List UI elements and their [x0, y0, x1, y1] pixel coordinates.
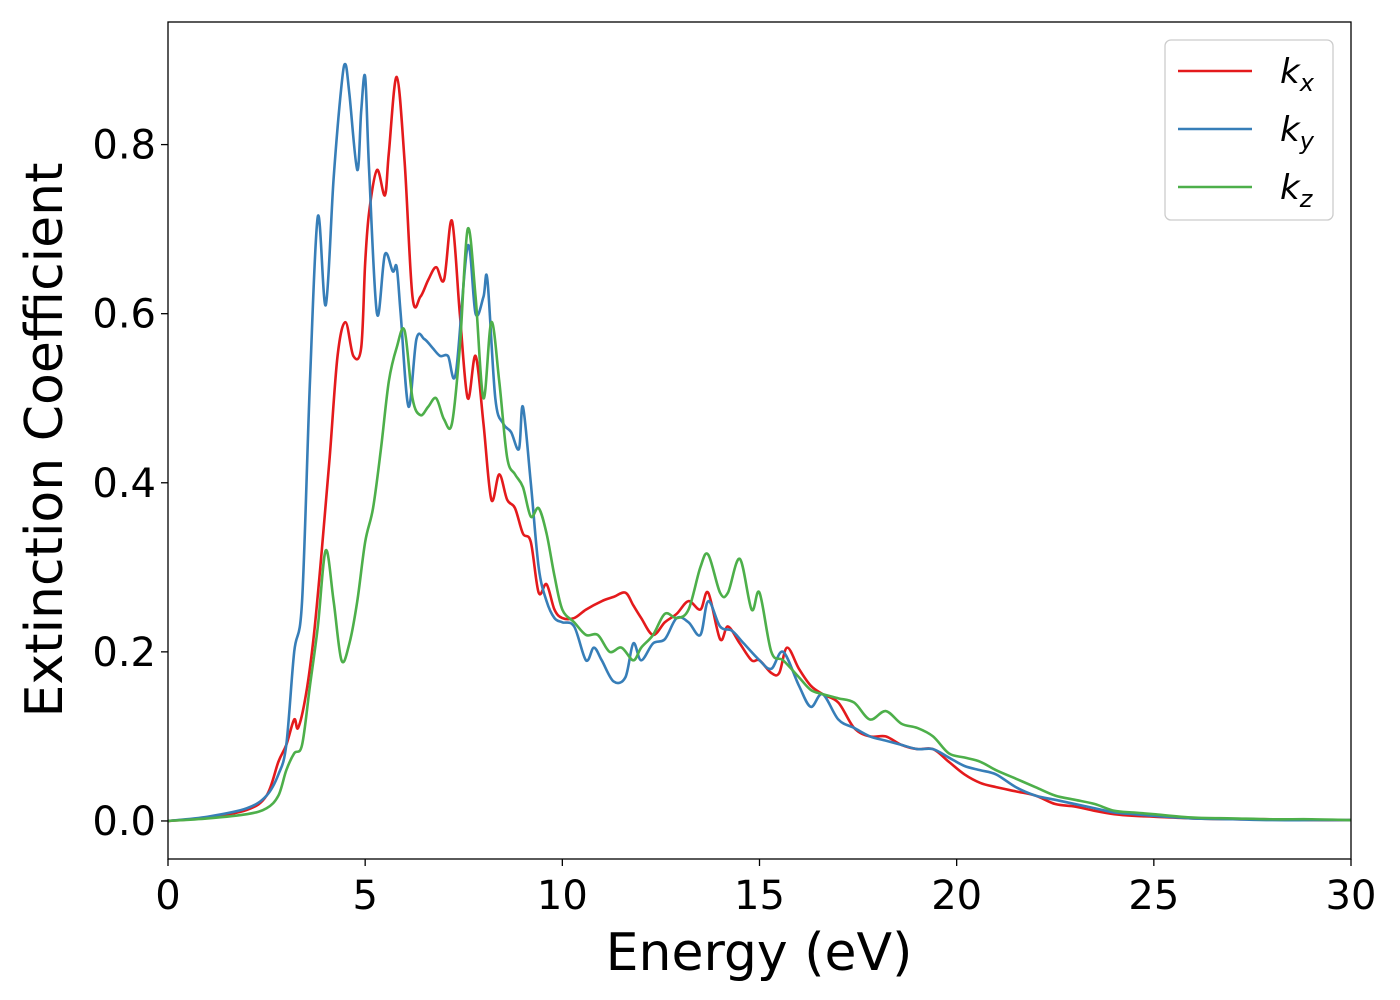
x-tick-label: 5	[352, 873, 377, 919]
series-layer	[168, 62, 1351, 823]
y-tick-label: 0.2	[92, 630, 156, 676]
x-tick-label: 20	[931, 873, 982, 919]
x-tick-label: 25	[1128, 873, 1179, 919]
series-line-kz	[168, 226, 1351, 823]
x-axis-ticks: 0 5 10 15 20 25 30	[155, 859, 1376, 919]
x-tick-label: 10	[537, 873, 588, 919]
legend-label-kz: kz	[1280, 168, 1314, 213]
y-axis-ticks: 0.0 0.2 0.4 0.6 0.8	[92, 123, 168, 845]
y-tick-label: 0.0	[92, 799, 156, 845]
legend-label-main: k	[1280, 52, 1301, 92]
y-tick-label: 0.4	[92, 461, 156, 507]
legend-label-ky: ky	[1280, 110, 1315, 155]
legend-label-main: k	[1280, 110, 1301, 150]
series-line-kx	[168, 75, 1351, 823]
y-axis-label: Extinction Coefficient	[15, 163, 75, 718]
legend-label-main: k	[1280, 168, 1301, 208]
legend-label-subscript: y	[1299, 127, 1315, 155]
y-tick-label: 0.8	[92, 123, 156, 169]
x-tick-label: 0	[155, 873, 180, 919]
legend-label-subscript: z	[1299, 185, 1314, 213]
x-axis-label: Energy (eV)	[606, 923, 913, 983]
plot-area	[167, 21, 1352, 860]
x-tick-label: 15	[734, 873, 785, 919]
series-line-ky	[168, 62, 1351, 823]
x-tick-label: 30	[1326, 873, 1377, 919]
legend-label-subscript: x	[1299, 69, 1315, 97]
legend-label-kx: kx	[1280, 52, 1315, 97]
y-tick-label: 0.6	[92, 292, 156, 338]
